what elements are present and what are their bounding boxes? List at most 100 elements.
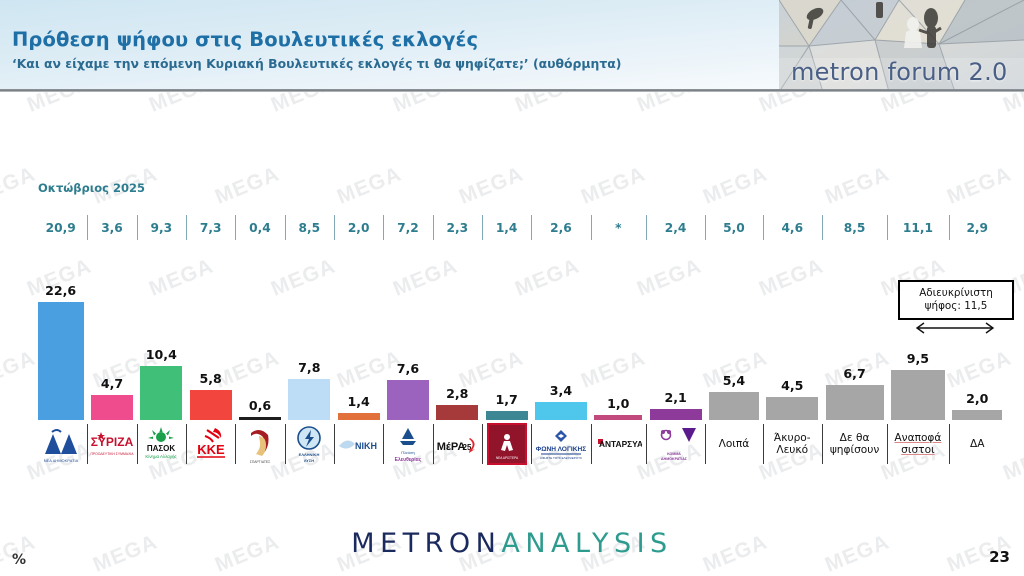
- previous-month-value: 1,4: [481, 214, 531, 242]
- party-cell-niki: ΝΙΚΗ: [333, 420, 383, 468]
- double-arrow-icon: [915, 322, 995, 334]
- party-text-label: Άκυρο- Λευκό: [774, 432, 811, 457]
- bar-value-label: 22,6: [45, 283, 77, 298]
- bar-elliniki_lysi: [288, 379, 331, 420]
- svg-text:ΕΛΛΗΝΙΚΗ: ΕΛΛΗΝΙΚΗ: [299, 452, 320, 457]
- page-number: 23: [989, 548, 1010, 566]
- party-text-line: ψηφίσουν: [829, 444, 880, 456]
- party-text-label: Αναποφά σιστοι: [894, 432, 941, 457]
- bar-column-plefsi: 7,6: [383, 252, 432, 420]
- bar-value-label: 0,6: [248, 398, 272, 413]
- geometric-photo-logo-icon: [779, 0, 1024, 92]
- previous-month-value: 8,5: [821, 214, 887, 242]
- bar-komma_dim: [649, 409, 702, 420]
- bar-value-label: 7,8: [298, 360, 321, 376]
- party-cell-den_tha: Δε θα ψηφίσουν: [821, 420, 887, 468]
- bar-column-elliniki_lysi: 7,8: [285, 252, 334, 420]
- previous-month-value: 2,6: [531, 214, 590, 242]
- svg-text:ΝΙΚΗ: ΝΙΚΗ: [355, 441, 377, 451]
- metron-forum-logo-text: metron forum 2.0: [791, 58, 1008, 86]
- foni-logikis-logo: ΦΩΝΗ ΛΟΓΙΚΗΣ ΑΦΗΣΤΕ ΤΟΥΣ ΕΛΕΥΘΕΡΟΥΣ: [536, 430, 586, 460]
- brand-analysis: ANALYSIS: [501, 528, 673, 559]
- party-cell-loipa: Λοιπά: [705, 420, 762, 468]
- nd-logo: ΝΕΑ ΔΗΜΟΚΡΑΤΙΑ: [43, 429, 78, 463]
- previous-month-value: 11,1: [887, 214, 948, 242]
- previous-month-value: 20,9: [45, 221, 76, 235]
- bar-column-spartiates: 0,6: [235, 252, 284, 420]
- bar-column-mera25: 2,8: [433, 252, 482, 420]
- bar-column-da: 2,0: [949, 252, 1006, 420]
- watermark-text: MEGA: [333, 162, 405, 209]
- party-cell-pasok: ΠΑΣΟΚ Κίνημα Αλλαγής: [136, 420, 186, 468]
- party-cell-kke: ΚΚΕ: [185, 420, 235, 468]
- bar-chart: 22,6 4,7 10,4 5,8 0,6 7,8 1,4 7,6 2,8 1,7 3,4 1,0 2,…: [34, 252, 1006, 420]
- bar-column-anapofasistoi: 9,5: [887, 252, 948, 420]
- svg-text:ΚΚΕ: ΚΚΕ: [197, 442, 225, 457]
- svg-text:Πλεύση: Πλεύση: [401, 450, 415, 455]
- bar-value-label: 2,8: [446, 386, 469, 402]
- slide-header: Πρόθεση ψήφου στις Βουλευτικές εκλογές ‘…: [0, 0, 1024, 92]
- bar-mera25: [436, 405, 479, 420]
- undecided-vote-annotation: Αδιευκρίνιστη ψήφος: 11,5: [898, 280, 1014, 320]
- page-subtitle: ‘Και αν είχαμε την επόμενη Κυριακή Βουλε…: [12, 56, 622, 71]
- party-text-line: Δε θα: [839, 431, 870, 444]
- watermark-text: MEGA: [699, 162, 771, 209]
- previous-month-value: 2,3: [432, 214, 482, 242]
- watermark-text: MEGA: [0, 162, 39, 209]
- party-cell-nea_aristera: ΝΕΑ ΑΡΙΣΤΕΡΑ: [481, 420, 531, 468]
- previous-month-value: 4,6: [762, 214, 822, 242]
- kke-logo: ΚΚΕ: [196, 428, 225, 458]
- bar-value-label: 9,5: [906, 351, 930, 367]
- svg-text:ΜέΡΑ: ΜέΡΑ: [437, 441, 466, 453]
- bar-column-den_tha: 6,7: [822, 252, 887, 420]
- party-cell-komma_dim: ΚΟΜΜΑ ΔΗΜΟΚΡΑΤΙΑΣ: [645, 420, 705, 468]
- annotation-line-2: ψήφος: 11,5: [924, 300, 988, 312]
- party-cell-antarsya: ΑΝΤΑΡΣΥΑ: [590, 420, 646, 468]
- svg-text:ΔΗΜΟΚΡΑΤΙΑΣ: ΔΗΜΟΚΡΑΤΙΑΣ: [661, 457, 688, 461]
- annotation-line-1: Αδιευκρίνιστη: [919, 287, 993, 299]
- svg-text:ΑΦΗΣΤΕ ΤΟΥΣ ΕΛΕΥΘΕΡΟΥΣ: ΑΦΗΣΤΕ ΤΟΥΣ ΕΛΕΥΘΕΡΟΥΣ: [540, 456, 582, 460]
- bar-value-label: 2,0: [966, 390, 989, 406]
- party-text-line: Αναποφά: [894, 431, 942, 444]
- svg-text:ΦΩΝΗ ΛΟΓΙΚΗΣ: ΦΩΝΗ ΛΟΓΙΚΗΣ: [536, 446, 586, 453]
- previous-month-value: 3,6: [87, 214, 136, 242]
- party-cell-mera25: ΜέΡΑ 25: [432, 420, 482, 468]
- party-cell-anapofasistoi: Αναποφά σιστοι: [887, 420, 948, 468]
- bar-column-niki: 1,4: [334, 252, 383, 420]
- watermark-text: MEGA: [577, 162, 649, 209]
- bar-da: [952, 409, 1003, 420]
- party-cell-da: ΔΑ: [948, 420, 1006, 468]
- party-text-line: Άκυρο-: [773, 431, 811, 444]
- previous-month-value: 2,4: [645, 214, 705, 242]
- bar-value-label: 1,0: [607, 395, 630, 411]
- bar-niki: [337, 412, 380, 420]
- party-text-line: ΔΑ: [969, 437, 985, 450]
- metron-analysis-logo: METRONANALYSIS: [0, 528, 1024, 559]
- svg-text:ΑΝΤΑΡΣΥΑ: ΑΝΤΑΡΣΥΑ: [599, 439, 642, 449]
- bar-column-antarsya: 1,0: [591, 252, 646, 420]
- bar-value-label: 5,4: [722, 372, 746, 388]
- svg-text:ΝΕΑ ΑΡΙΣΤΕΡΑ: ΝΕΑ ΑΡΙΣΤΕΡΑ: [495, 456, 518, 460]
- party-text-label: Δε θα ψηφίσουν: [830, 432, 880, 457]
- svg-text:ΚΟΜΜΑ: ΚΟΜΜΑ: [667, 452, 681, 456]
- bar-column-nd: 22,6: [34, 252, 87, 420]
- bar-nd: [37, 302, 84, 420]
- bar-column-pasok: 10,4: [137, 252, 186, 420]
- bar-column-komma_dim: 2,1: [646, 252, 705, 420]
- previous-month-label: Οκτώβριος 2025: [38, 181, 145, 195]
- bar-value-label: 10,4: [145, 346, 177, 362]
- niki-logo: ΝΙΚΗ: [338, 440, 377, 451]
- watermark-text: MEGA: [455, 162, 527, 209]
- bar-nea_aristera: [485, 411, 528, 420]
- bar-value-label: 3,4: [549, 383, 573, 399]
- metron-forum-logo: metron forum 2.0: [779, 0, 1024, 92]
- bar-value-label: 6,7: [843, 366, 866, 382]
- bar-akyro: [766, 396, 819, 420]
- bar-value-label: 5,8: [199, 370, 222, 386]
- previous-month-value: 7,2: [383, 214, 432, 242]
- svg-text:ΝΕΑ ΔΗΜΟΚΡΑΤΙΑ: ΝΕΑ ΔΗΜΟΚΡΑΤΙΑ: [43, 458, 78, 463]
- previous-month-value: 0,4: [235, 214, 284, 242]
- party-text-label: Λοιπά: [719, 438, 750, 450]
